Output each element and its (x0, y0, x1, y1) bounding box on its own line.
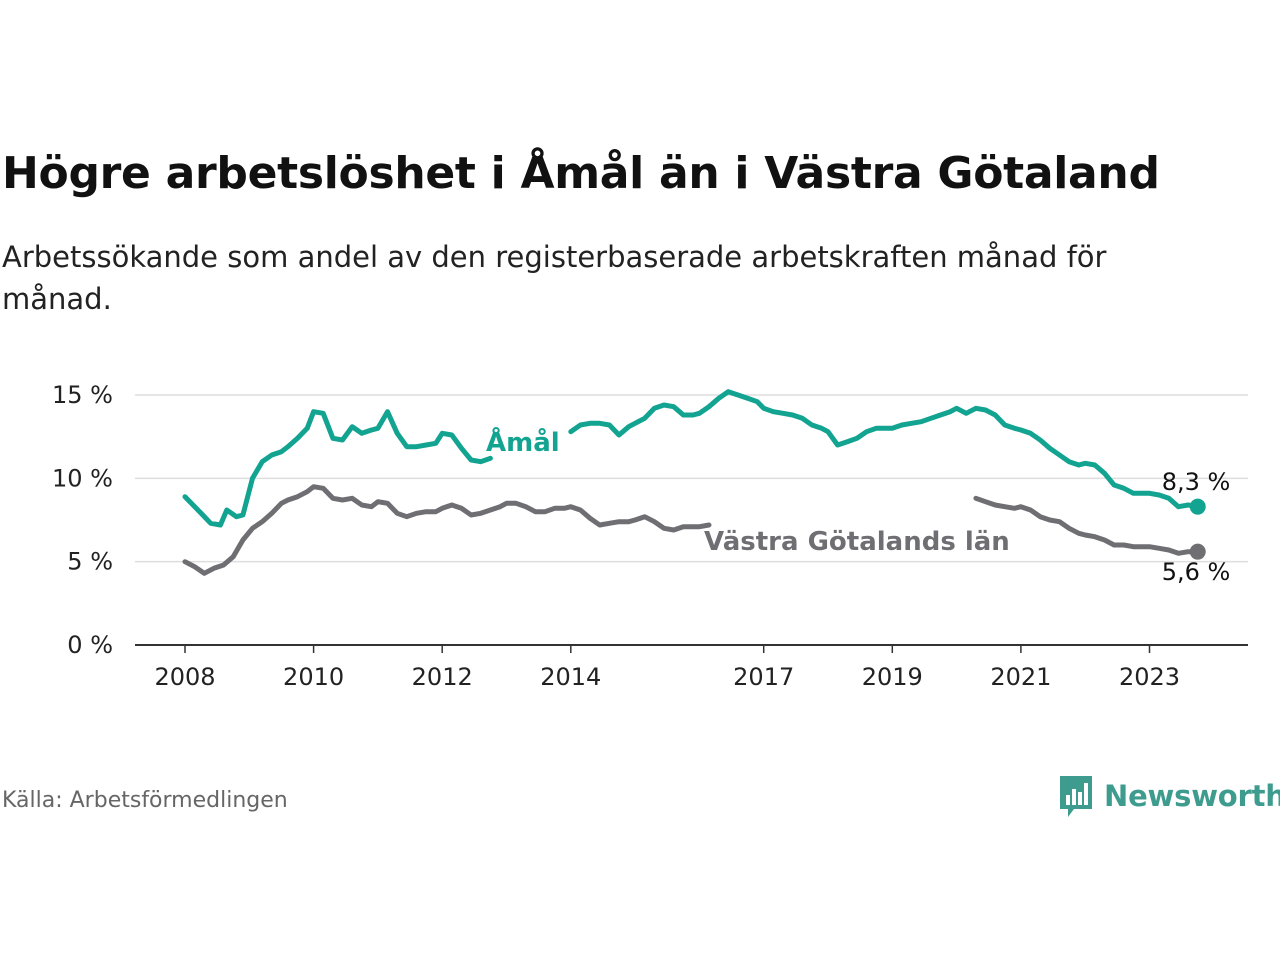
series-labels: Åmål Västra Götalands län 8,3 % 5,6 % (486, 426, 1230, 586)
x-tick-label: 2008 (154, 663, 215, 691)
brand-logo: Newsworthy (1058, 772, 1280, 820)
series-line-amal (182, 409, 493, 528)
y-tick-label: 15 % (52, 381, 113, 409)
line-chart: 0 % 5 % 10 % 15 % 2008 2010 2012 2014 2017 2019 20… (52, 381, 1248, 691)
source-note: Källa: Arbetsförmedlingen (2, 788, 288, 813)
x-tick-label: 2010 (283, 663, 344, 691)
x-tick-label: 2023 (1119, 663, 1180, 691)
series-line-vastra-gotaland (182, 484, 712, 576)
y-tick-label: 0 % (67, 631, 113, 659)
brand-name: Newsworthy (1104, 779, 1280, 813)
x-tick-label: 2021 (990, 663, 1051, 691)
y-tick-label: 10 % (52, 464, 113, 492)
series-label-vastra-gotaland: Västra Götalands län (704, 527, 1010, 557)
chart-title: Högre arbetslöshet i Åmål än i Västra Gö… (2, 148, 1160, 199)
series-line-amal (568, 389, 1201, 510)
x-tick-label: 2017 (733, 663, 794, 691)
series-line-vastra-gotaland (973, 495, 1201, 556)
series-lines (182, 389, 1206, 576)
series-end-point (1189, 543, 1206, 560)
x-tick-label: 2014 (540, 663, 601, 691)
axes: 0 % 5 % 10 % 15 % 2008 2010 2012 2014 2017 2019 20… (52, 381, 1248, 691)
end-value-label-vastra-gotaland: 5,6 % (1162, 558, 1231, 586)
y-tick-label: 5 % (67, 548, 113, 576)
x-tick-label: 2012 (412, 663, 473, 691)
newsworthy-logo-icon (1060, 776, 1092, 817)
series-end-point (1189, 498, 1206, 515)
end-value-label-amal: 8,3 % (1162, 468, 1231, 496)
x-tick-label: 2019 (862, 663, 923, 691)
series-label-amal: Åmål (486, 426, 560, 458)
chart-subtitle: Arbetssökande som andel av den registerb… (2, 240, 1107, 316)
grid-lines (135, 394, 1248, 563)
